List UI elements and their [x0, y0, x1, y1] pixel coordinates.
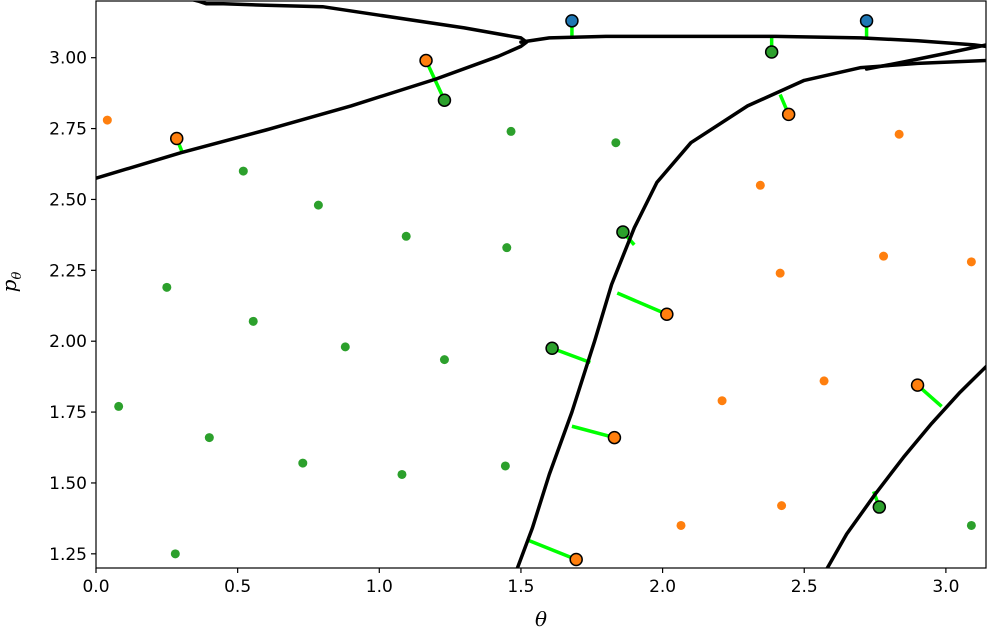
data-point-small-orange: [102, 115, 112, 125]
data-point-outlined-orange: [419, 53, 433, 68]
y-axis-label-main: p: [0, 279, 21, 292]
data-point-small-green: [506, 126, 516, 136]
data-point-small-green: [204, 433, 214, 443]
data-point-small-green: [502, 243, 512, 253]
decision-boundary: [96, 1, 529, 180]
data-point-outlined-orange: [660, 307, 674, 322]
data-point-outlined-green: [545, 341, 559, 356]
projection-segment: [551, 346, 591, 365]
data-point-small-orange: [717, 396, 727, 406]
y-tick-label: 1.75: [49, 403, 87, 423]
x-tick-label: 0.5: [224, 577, 251, 597]
data-point-outlined-orange: [910, 378, 925, 392]
x-tick-label: 3.0: [932, 577, 959, 597]
data-point-small-green: [401, 231, 411, 241]
data-point-outlined-green: [616, 225, 630, 239]
data-point-outlined-blue: [859, 14, 874, 28]
x-axis-ticks: 0.0 0.5 1.0 1.5 2.0 2.5 3.0: [82, 568, 959, 597]
data-point-small-green: [248, 316, 258, 326]
x-tick-label: 2.5: [791, 577, 818, 597]
data-point-small-green: [340, 342, 350, 352]
decision-boundary: [515, 58, 986, 568]
data-point-outlined-orange: [569, 552, 583, 567]
data-point-small-green: [439, 355, 449, 365]
data-point-small-green: [162, 282, 172, 292]
y-tick-label: 1.25: [49, 545, 87, 565]
data-point-outlined-green: [437, 93, 452, 107]
data-point-small-green: [397, 469, 407, 479]
plot-area: [95, 0, 987, 569]
y-tick-label: 2.00: [49, 332, 87, 352]
data-point-small-green: [500, 461, 510, 471]
data-point-small-green: [313, 200, 323, 210]
decision-boundary: [825, 364, 986, 568]
data-point-outlined-orange: [781, 107, 796, 122]
decision-boundary: [864, 43, 986, 71]
axes-frame: [95, 0, 987, 569]
x-tick-label: 1.0: [366, 577, 393, 597]
y-axis-ticks: 1.25 1.50 1.75 2.00 2.25 2.50 2.75 3.00: [49, 49, 96, 565]
y-axis-label-subscript: θ: [10, 272, 25, 280]
projection-segment: [525, 538, 577, 562]
data-point-outlined-green: [764, 45, 779, 59]
data-point-small-orange: [819, 376, 829, 386]
y-axis-label-group: pθ: [0, 272, 25, 293]
projection-segment: [571, 424, 615, 440]
data-point-outlined-blue: [565, 14, 579, 28]
data-point-small-green: [114, 401, 124, 411]
data-point-small-green: [611, 138, 621, 148]
data-point-small-orange: [676, 520, 686, 530]
projection-segment: [616, 291, 668, 316]
y-tick-label: 2.25: [49, 261, 87, 281]
data-point-small-orange: [755, 180, 765, 190]
decision-boundary: [519, 34, 986, 49]
data-point-small-green: [298, 458, 308, 468]
data-point-outlined-orange: [169, 131, 184, 146]
y-tick-label: 2.75: [49, 120, 87, 140]
data-point-small-orange: [879, 251, 889, 261]
x-axis-label: θ: [535, 607, 547, 631]
y-tick-label: 3.00: [49, 49, 87, 69]
data-point-small-green: [170, 549, 180, 559]
x-tick-label: 0.0: [82, 577, 109, 597]
data-point-small-orange: [966, 257, 976, 267]
data-point-outlined-orange: [607, 430, 622, 445]
data-point-small-green: [238, 166, 248, 176]
y-axis-label: pθ: [0, 272, 25, 293]
data-point-small-orange: [775, 268, 785, 278]
y-tick-label: 2.50: [49, 190, 87, 210]
x-tick-label: 1.5: [507, 577, 534, 597]
data-point-small-orange: [777, 501, 787, 511]
data-point-small-green: [966, 520, 976, 530]
plot-content: [96, 1, 986, 568]
data-point-small-orange: [894, 129, 904, 139]
x-tick-label: 2.0: [649, 577, 676, 597]
data-point-outlined-green: [872, 500, 887, 514]
y-tick-label: 1.50: [49, 474, 87, 494]
